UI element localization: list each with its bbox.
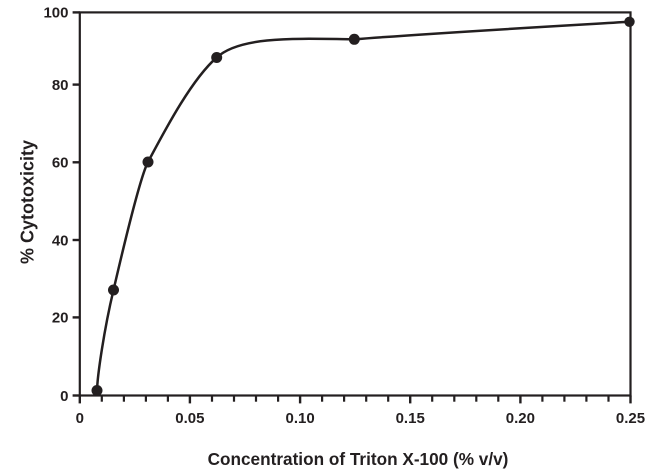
svg-text:0: 0 [60, 388, 68, 405]
svg-text:0: 0 [76, 410, 84, 427]
svg-text:100: 100 [43, 5, 68, 22]
svg-text:80: 80 [52, 77, 69, 94]
svg-text:0.15: 0.15 [396, 410, 425, 427]
svg-text:0.25: 0.25 [616, 410, 645, 427]
svg-text:60: 60 [52, 155, 69, 172]
svg-text:0.05: 0.05 [175, 410, 204, 427]
svg-text:0.10: 0.10 [285, 410, 314, 427]
svg-text:% Cytotoxicity: % Cytotoxicity [18, 140, 38, 264]
svg-text:Concentration of Triton X-100: Concentration of Triton X-100 (% v/v) [208, 449, 509, 469]
svg-text:0.20: 0.20 [506, 410, 535, 427]
svg-text:40: 40 [52, 232, 69, 249]
svg-text:20: 20 [52, 310, 69, 327]
